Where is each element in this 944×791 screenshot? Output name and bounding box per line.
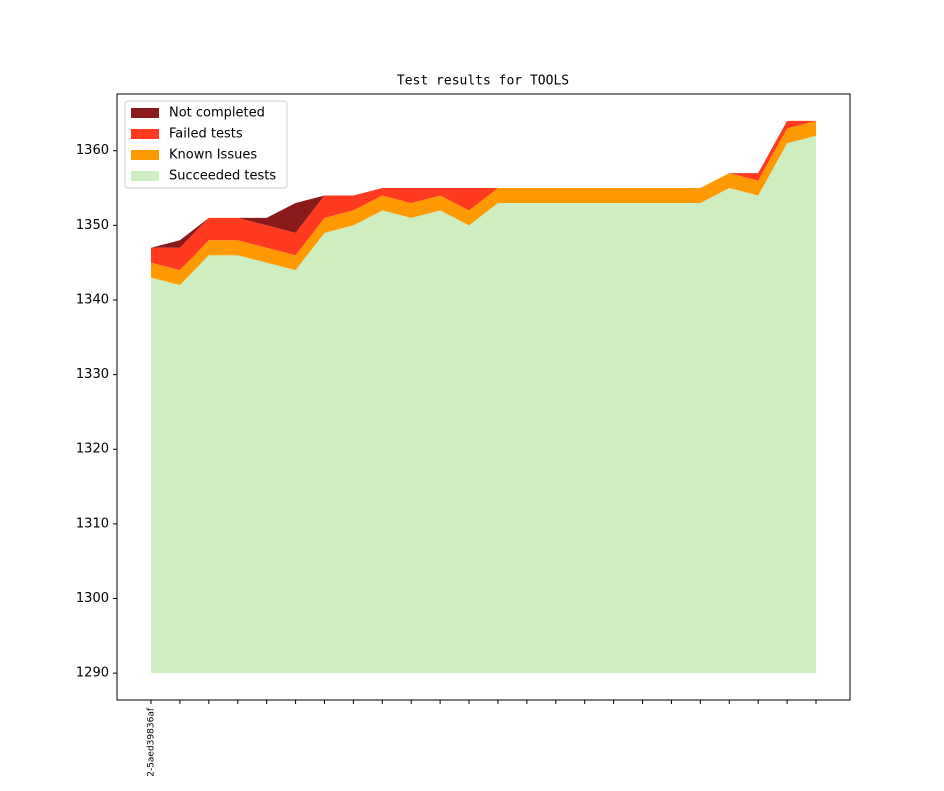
legend-label: Succeeded tests — [169, 169, 276, 184]
legend-swatch — [131, 150, 159, 160]
legend-swatch — [131, 171, 159, 181]
area — [151, 120, 816, 286]
legend-label: Not completed — [169, 106, 265, 121]
legend: Not completed Failed tests Known Issues Suc… — [124, 100, 288, 189]
y-tick-label: 1360 — [76, 143, 109, 158]
y-tick-label: 1320 — [76, 442, 109, 457]
y-tick-label: 1300 — [76, 591, 109, 606]
x-tick-label: 2-5aed39836af — [147, 707, 157, 777]
area — [151, 120, 816, 271]
y-tick-label: 1330 — [76, 367, 109, 382]
y-tick-label: 1310 — [76, 516, 109, 531]
plot-frame — [116, 93, 851, 701]
legend-label: Known Issues — [169, 148, 257, 163]
chart-title: Test results for TOOLS — [397, 74, 569, 89]
legend-swatch — [131, 129, 159, 139]
y-tick-label: 1290 — [76, 666, 109, 681]
area — [151, 135, 816, 674]
y-tick-label: 1350 — [76, 218, 109, 233]
y-tick-label: 1340 — [76, 292, 109, 307]
legend-label: Failed tests — [169, 127, 243, 142]
legend-box — [124, 100, 288, 189]
legend-swatch — [131, 108, 159, 118]
